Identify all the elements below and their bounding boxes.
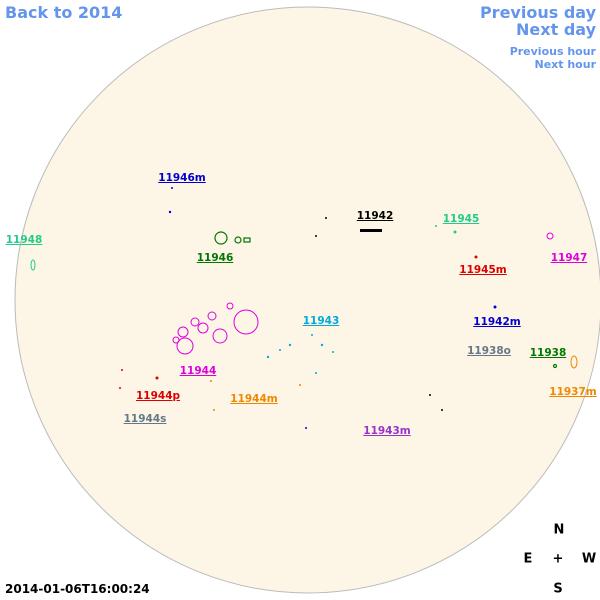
- region-label[interactable]: 11938: [529, 347, 567, 359]
- region-label[interactable]: 11948: [5, 234, 43, 246]
- region-label[interactable]: 11938o: [467, 345, 511, 357]
- next-day-link[interactable]: Next day: [516, 20, 596, 39]
- spots-dots: [30, 187, 578, 429]
- region-label[interactable]: 11943: [302, 315, 340, 327]
- back-link[interactable]: Back to 2014: [5, 3, 123, 22]
- region-label[interactable]: 11943m: [363, 425, 411, 437]
- region-label[interactable]: 11946m: [158, 172, 206, 184]
- region-label[interactable]: 11942m: [473, 316, 521, 328]
- solar-disk: [14, 6, 600, 594]
- compass-north: N: [553, 522, 565, 538]
- compass-center: +: [552, 551, 564, 567]
- previous-hour-link[interactable]: Previous hour: [509, 45, 596, 58]
- previous-day-link[interactable]: Previous day: [479, 3, 596, 22]
- region-label[interactable]: 11944m: [230, 393, 278, 405]
- timestamp: 2014-01-06T16:00:24: [5, 582, 150, 596]
- next-hour-link[interactable]: Next hour: [534, 58, 597, 71]
- region-label[interactable]: 11947: [550, 252, 588, 264]
- region-label[interactable]: 11937m: [549, 386, 597, 398]
- region-label[interactable]: 11945m: [459, 264, 507, 276]
- region-label[interactable]: 11944p: [135, 390, 181, 402]
- spots-green: [214, 231, 558, 369]
- region-label[interactable]: 11942: [356, 210, 394, 222]
- region-label[interactable]: 11945: [442, 213, 480, 225]
- region-label[interactable]: 11944s: [123, 413, 167, 425]
- compass-south: S: [553, 581, 563, 597]
- region-label[interactable]: 11946: [196, 252, 234, 264]
- compass-east: E: [523, 551, 533, 567]
- compass-west: W: [581, 551, 597, 567]
- spots-magenta: [172, 232, 554, 355]
- region-label[interactable]: 11944: [179, 365, 217, 377]
